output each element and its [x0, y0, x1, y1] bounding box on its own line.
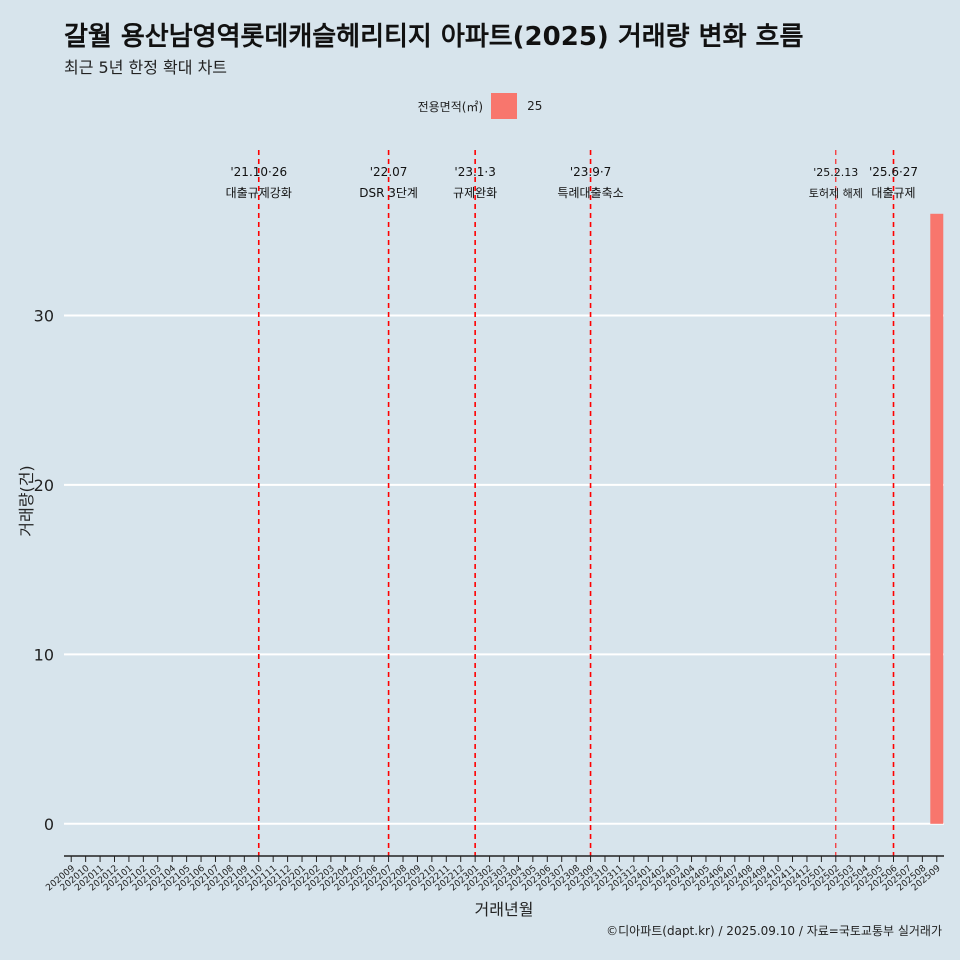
source-caption: ©디아파트(dapt.kr) / 2025.09.10 / 자료=국토교통부 실… — [606, 924, 942, 938]
chart-title: 갈월 용산남영역롯데캐슬헤리티지 아파트(2025) 거래량 변화 흐름 — [64, 22, 804, 52]
chart-subtitle: 최근 5년 한정 확대 차트 — [64, 58, 228, 77]
event-desc-label: 대출규제강화 — [226, 186, 292, 200]
y-tick-label: 20 — [34, 476, 54, 495]
event-desc-label: 규제완화 — [453, 186, 497, 200]
y-axis-title: 거래량(건) — [17, 465, 36, 536]
event-desc-label: DSR 3단계 — [359, 186, 418, 200]
y-tick-label: 0 — [44, 815, 54, 834]
y-tick-label: 30 — [34, 306, 54, 325]
event-date-label: '23.9·7 — [570, 165, 611, 179]
event-desc-label: 특례대출축소 — [557, 186, 623, 200]
legend-entry-25: 25 — [527, 99, 543, 113]
event-desc-label: 토허제 해제 — [809, 186, 863, 200]
event-date-label: '25.2.13 — [813, 166, 858, 179]
event-desc-label: 대출규제 — [871, 186, 915, 200]
legend-title: 전용면적(㎡) — [417, 99, 484, 114]
event-date-label: '25.6·27 — [869, 165, 918, 179]
event-date-label: '23.1·3 — [454, 165, 495, 179]
x-axis-title: 거래년월 — [475, 900, 534, 919]
legend: 전용면적(㎡) 25 — [0, 93, 960, 119]
legend-swatch — [491, 93, 518, 119]
bar-202509 — [930, 213, 944, 824]
event-date-label: '22.07 — [370, 165, 408, 179]
y-tick-label: 10 — [34, 645, 54, 664]
event-date-label: '21.10·26 — [230, 165, 287, 179]
